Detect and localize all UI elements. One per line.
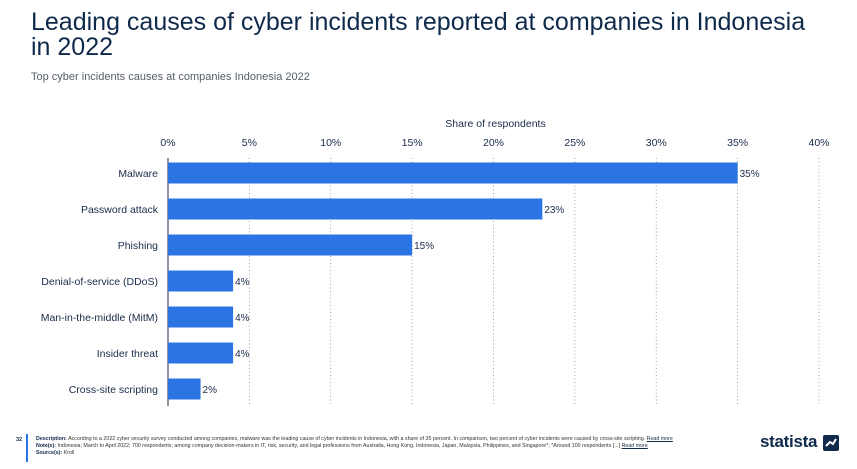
data-label: 4% [235,349,250,360]
statista-logo-text[interactable]: statista [760,432,818,451]
x-tick-label: 35% [727,137,748,149]
x-tick-label: 30% [646,137,667,149]
bar [168,342,234,364]
notes-label: Note(s): [36,443,57,449]
x-tick-label: 5% [242,137,257,149]
page-number: 32 [16,437,23,443]
category-label: Phishing [118,240,158,252]
source-label: Source(s): [36,450,63,456]
data-label: 4% [235,313,250,324]
read-more-link-notes[interactable]: Read more [621,443,648,449]
data-label: 15% [414,241,434,252]
bar [168,162,738,184]
category-label: Cross-site scripting [69,384,158,396]
x-tick-label: 40% [808,137,829,149]
footer-notes: Description: According to a 2022 cyber s… [36,436,726,457]
notes-text: Indonesia; March to April 2022; 700 resp… [57,443,621,449]
x-tick-label: 20% [483,137,504,149]
x-tick-label: 25% [564,137,585,149]
source-text: Kroll [63,450,75,456]
bar [168,234,413,256]
x-tick-label: 10% [320,137,341,149]
x-axis-title: Share of respondents [445,118,545,130]
notes-line: Note(s): Indonesia; March to April 2022;… [36,443,726,450]
statista-logo-icon [823,435,839,451]
source-line: Source(s): Kroll [36,450,726,457]
x-tick-label: 15% [402,137,423,149]
x-tick-label: 0% [160,137,175,149]
bar [168,198,543,220]
bar [168,270,234,292]
bar-chart: Share of respondents 0% 5% 10% 15% 20% 25% 30% 3… [41,118,830,406]
bar [168,306,234,328]
description-line: Description: According to a 2022 cyber s… [36,436,726,443]
chart-subtitle: Top cyber incidents causes at companies … [31,71,310,83]
category-label: Man-in-the-middle (MitM) [41,312,158,324]
data-label: 4% [235,277,250,288]
chart-title: Leading causes of cyber incidents report… [31,8,806,61]
data-label: 2% [203,385,218,396]
category-label: Malware [118,168,158,180]
data-label: 35% [740,169,760,180]
category-label: Password attack [81,204,159,216]
footer-accent-bar [26,434,28,462]
category-label: Insider threat [97,348,158,360]
bar [168,378,201,400]
description-label: Description: [36,436,67,442]
category-label: Denial-of-service (DDoS) [41,276,158,288]
footer: 32 Description: According to a 2022 cybe… [0,430,857,469]
read-more-link-description[interactable]: Read more [646,436,673,442]
description-text: According to a 2022 cyber security surve… [68,436,646,442]
data-label: 23% [544,205,564,216]
